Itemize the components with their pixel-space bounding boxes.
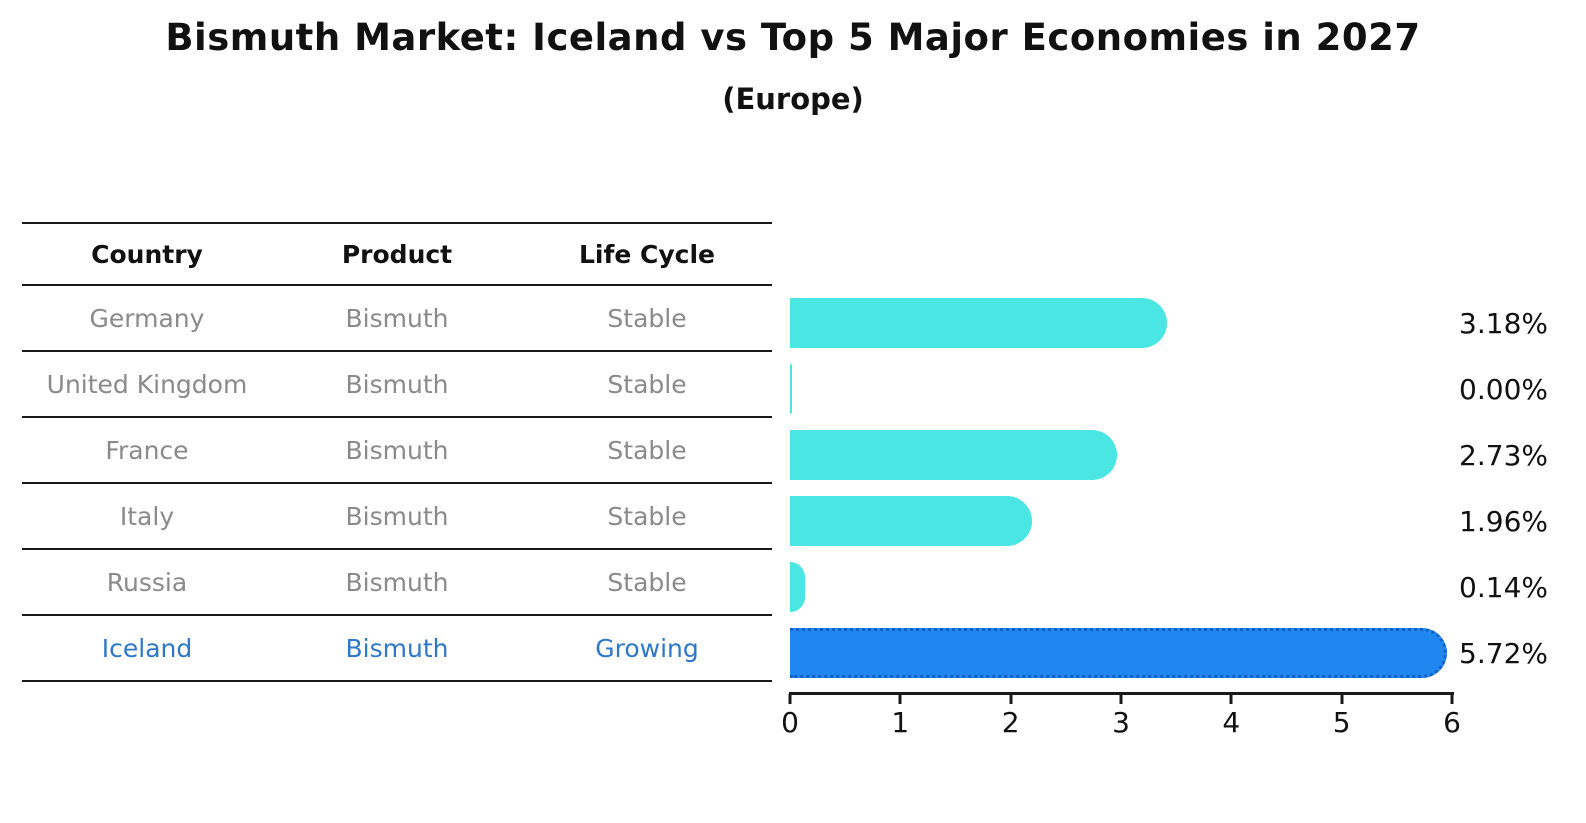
column-header-product: Product <box>341 239 453 269</box>
bar-value-label: 5.72% <box>1459 636 1548 670</box>
bar-row <box>790 488 1452 554</box>
table-cell-product: Bismuth <box>345 633 449 663</box>
bar-italy <box>790 496 1033 546</box>
table-cell-product: Bismuth <box>345 567 449 597</box>
table-cell-life-cycle: Stable <box>607 567 687 597</box>
x-axis-line <box>789 692 1454 695</box>
table-row: Iceland Bismuth Growing <box>22 616 772 682</box>
x-axis-tick-mark <box>1340 694 1344 704</box>
table-cell-product: Bismuth <box>345 303 449 333</box>
table-cell-country: Iceland <box>101 633 193 663</box>
table-row: United Kingdom Bismuth Stable <box>22 352 772 418</box>
bar-highlight-iceland <box>790 628 1448 678</box>
table-cell-product: Bismuth <box>345 369 449 399</box>
table-row: Germany Bismuth Stable <box>22 286 772 352</box>
bar-row <box>790 422 1452 488</box>
table-cell-product: Bismuth <box>345 435 449 465</box>
x-axis-tick-mark <box>1450 694 1454 704</box>
table-cell-life-cycle: Stable <box>607 501 687 531</box>
x-axis-tick-label: 2 <box>1001 706 1020 739</box>
table-cell-life-cycle: Stable <box>607 435 687 465</box>
table-cell-product: Bismuth <box>345 501 449 531</box>
column-header-life-cycle: Life Cycle <box>578 239 716 269</box>
bar-value-label: 0.00% <box>1459 372 1548 406</box>
bar-russia <box>790 562 806 612</box>
column-header-country: Country <box>91 239 203 269</box>
bar-row <box>790 620 1452 686</box>
x-axis-tick-label: 1 <box>891 706 910 739</box>
value-label-column: 3.18% 0.00% 2.73% 1.96% 0.14% 5.72% <box>1348 290 1548 686</box>
table-row: Italy Bismuth Stable <box>22 484 772 550</box>
bar-value-label: 2.73% <box>1459 438 1548 472</box>
table-cell-life-cycle: Stable <box>607 369 687 399</box>
table-cell-country: Russia <box>106 567 188 597</box>
bar-chart-plot-area <box>790 290 1452 686</box>
table-cell-country: Italy <box>119 501 175 531</box>
table-cell-country: United Kingdom <box>46 369 248 399</box>
bar-row <box>790 554 1452 620</box>
bar-row <box>790 290 1452 356</box>
x-axis-tick-label: 6 <box>1443 706 1461 739</box>
x-axis-tick-mark <box>788 694 792 704</box>
x-axis-tick-label: 5 <box>1332 706 1351 739</box>
x-axis-tick-mark <box>898 694 902 704</box>
bar-value-label: 1.96% <box>1459 504 1548 538</box>
chart-subtitle: (Europe) <box>722 82 864 116</box>
x-axis-tick-label: 0 <box>781 706 799 739</box>
table-row: Russia Bismuth Stable <box>22 550 772 616</box>
table-cell-country: Germany <box>89 303 205 333</box>
table-cell-country: France <box>105 435 189 465</box>
bar-row <box>790 356 1452 422</box>
bar-france <box>790 430 1118 480</box>
table-row: France Bismuth Stable <box>22 418 772 484</box>
x-axis-tick-label: 4 <box>1222 706 1241 739</box>
bar-united-kingdom <box>790 364 792 414</box>
bar-germany <box>790 298 1167 348</box>
x-axis-tick-mark <box>1229 694 1233 704</box>
bar-value-label: 0.14% <box>1459 570 1548 604</box>
x-axis-tick-mark <box>1009 694 1013 704</box>
table-body: Germany Bismuth Stable United Kingdom Bismut… <box>22 286 772 682</box>
bar-value-label: 3.18% <box>1459 306 1548 340</box>
table-cell-life-cycle: Growing <box>595 633 699 663</box>
chart-title: Bismuth Market: Iceland vs Top 5 Major E… <box>165 16 1421 59</box>
x-axis-tick-label: 3 <box>1112 706 1130 739</box>
country-table: Country Product Life Cycle Germany Bismut… <box>22 222 772 682</box>
x-axis-tick-mark <box>1119 694 1123 704</box>
table-header-row: Country Product Life Cycle <box>22 222 772 286</box>
table-cell-life-cycle: Stable <box>607 303 687 333</box>
